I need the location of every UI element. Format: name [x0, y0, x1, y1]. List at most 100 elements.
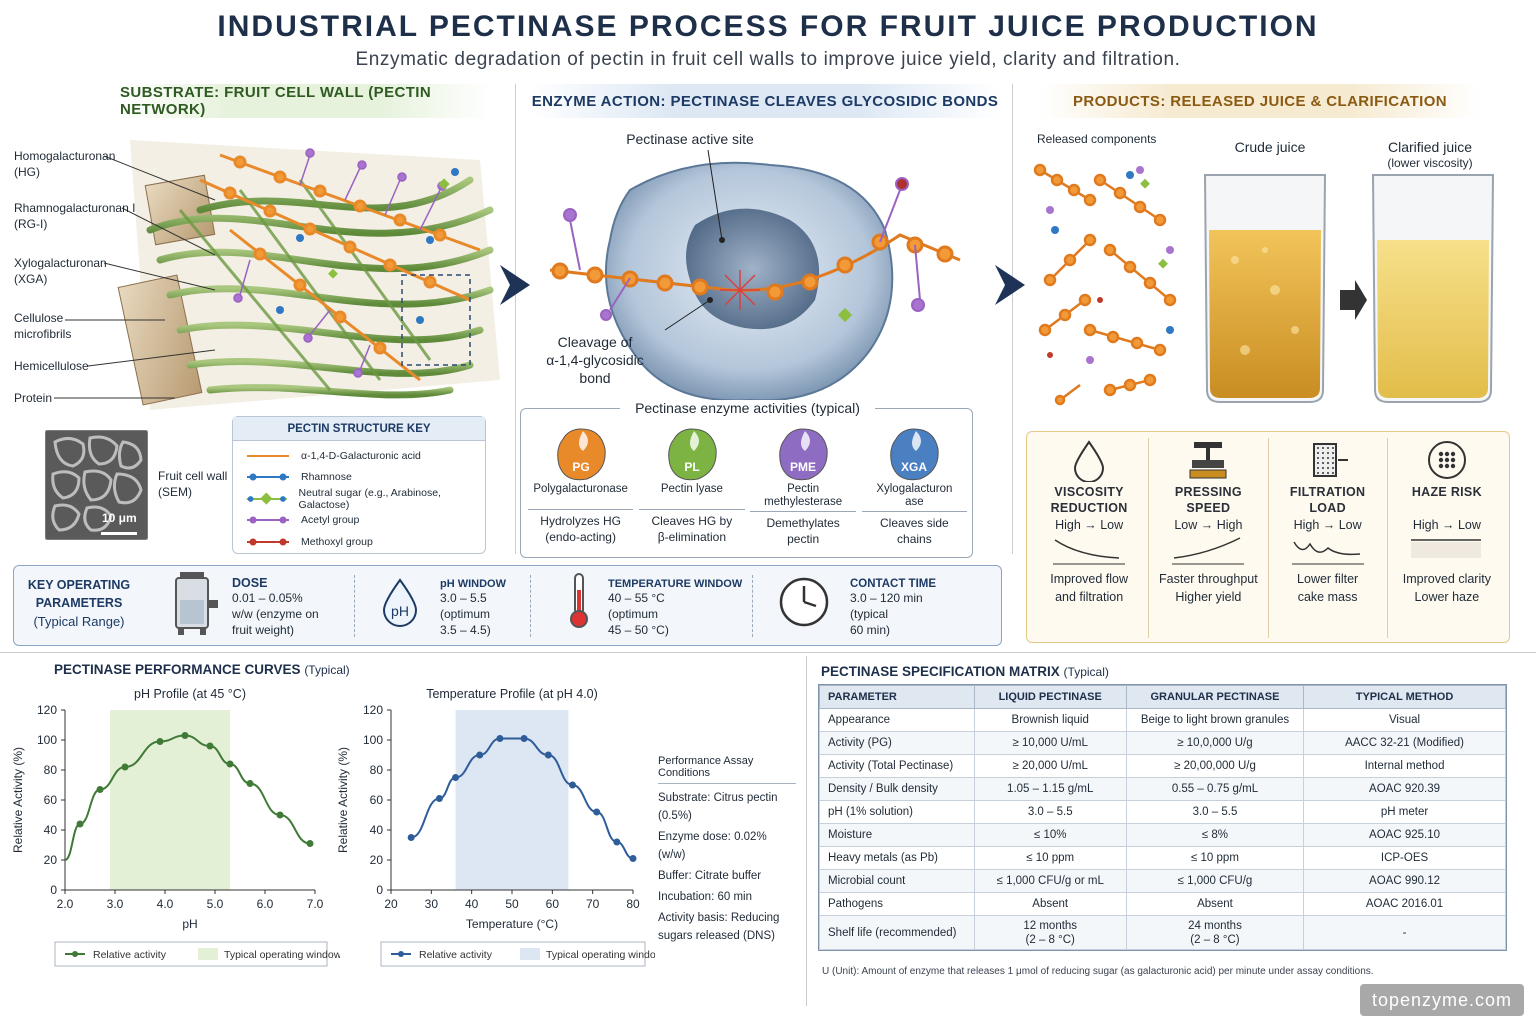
structure-key-label: Rhamnose	[301, 471, 352, 484]
spec-cell: ≤ 8%	[1125, 823, 1305, 847]
structure-key-label: Methoxyl group	[301, 535, 373, 548]
activities-title: Pectinase enzyme activities (typical)	[620, 400, 875, 416]
enzyme-blob-icon: PME	[779, 428, 828, 481]
data-point	[520, 735, 528, 742]
y-tick-label: 80	[370, 763, 384, 777]
x-tick-label: 40	[465, 897, 479, 911]
param-temp-value: 40 – 55 °C (optimum 45 – 50 °C)	[608, 591, 669, 637]
section-header-products: PRODUCTS: RELEASED JUICE & CLARIFICATION	[1040, 84, 1480, 118]
divider-right	[1012, 84, 1013, 554]
label-rhamnogalacturonan: Rhamnogalacturonan I (RG-I)	[14, 201, 136, 231]
assay-line: Substrate: Citrus pectin (0.5%)	[658, 792, 778, 822]
legend-label: Typical operating window	[546, 949, 655, 961]
param-divider-3	[752, 575, 753, 637]
benefit-trend: High → Low	[1055, 518, 1124, 532]
y-tick-label: 60	[44, 793, 58, 807]
assay-conditions: Performance Assay Conditions Substrate: …	[658, 755, 796, 948]
data-point	[246, 780, 254, 787]
enzyme-blob-icon: PL	[668, 428, 717, 481]
spec-row: Shelf life (recommended) 12 months (2 – 8…	[819, 915, 1506, 950]
x-tick-label: 2.0	[57, 897, 74, 911]
operating-title: KEY OPERATING PARAMETERS	[27, 578, 131, 610]
spec-cell: AOAC 2016.01	[1303, 892, 1506, 916]
legend-label: Relative activity	[93, 949, 167, 961]
x-axis-label: pH	[182, 917, 197, 931]
assay-line: Enzyme dose: 0.02% (w/w)	[658, 831, 767, 861]
x-tick-label: 50	[505, 897, 519, 911]
clarified-juice-beaker	[1371, 174, 1495, 403]
spec-cell: Visual	[1303, 708, 1506, 732]
spec-cell: ≥ 10,000 U/mL	[973, 731, 1127, 755]
spec-header-cell: TYPICAL METHOD	[1303, 685, 1506, 709]
spec-cell: Activity (Total Pectinase)	[819, 754, 975, 778]
data-point	[544, 751, 552, 759]
spec-cell: Internal method	[1303, 754, 1506, 778]
chart-title: Temperature Profile (at pH 4.0)	[426, 687, 598, 701]
operating-title-block: KEY OPERATING PARAMETERS (Typical Range)	[24, 576, 134, 629]
spec-cell: Heavy metals (as Pb)	[819, 846, 975, 870]
benefit-3: HAZE RISK High → Low Improved clarity Lowe…	[1388, 438, 1506, 638]
x-tick-label: 80	[626, 897, 640, 911]
spec-cell: -	[1303, 915, 1506, 950]
legend-label: Typical operating window	[224, 949, 340, 961]
structure-key-label: Neutral sugar (e.g., Arabinose, Galactos…	[298, 486, 441, 511]
trend-graph-icon	[1410, 539, 1481, 558]
assay-line: Incubation: 60 min	[658, 891, 752, 903]
data-point	[435, 795, 443, 802]
sem-scale-label: 10 μm	[102, 511, 137, 525]
spec-cell: 12 months (2 – 8 °C)	[973, 915, 1127, 950]
y-tick-label: 60	[370, 793, 384, 807]
activity-name: Pectin lyase	[639, 483, 745, 510]
spec-row: Moisture ≤ 10% ≤ 8% AOAC 925.10	[819, 823, 1506, 847]
x-tick-label: 4.0	[157, 897, 174, 911]
x-tick-label: 30	[425, 897, 439, 911]
key-swatch-icon	[247, 516, 289, 524]
spec-cell: Microbial count	[819, 869, 975, 893]
svg-text:PG: PG	[572, 460, 589, 474]
benefit-result: Improved clarity Lower haze	[1402, 572, 1491, 604]
enzyme-blob-icon: PG	[556, 428, 606, 481]
trend-graph-icon	[1291, 541, 1364, 565]
data-point	[181, 732, 189, 739]
y-tick-label: 80	[44, 763, 58, 777]
label-cellulose: Cellulose microfibrils	[14, 311, 72, 341]
trend-graph-icon	[1053, 539, 1126, 565]
structure-key-label: Acetyl group	[301, 514, 360, 527]
section-header-enzyme: ENZYME ACTION: PECTINASE CLEAVES GLYCOSI…	[530, 84, 1000, 118]
crude-juice-beaker	[1203, 174, 1327, 403]
x-tick-label: 3.0	[107, 897, 124, 911]
spec-row: Appearance Brownish liquid Beige to light …	[819, 708, 1506, 732]
benefit-result: Faster throughput Higher yield	[1159, 572, 1258, 604]
section-header-substrate: SUBSTRATE: FRUIT CELL WALL (PECTIN NETWO…	[120, 84, 490, 118]
structure-key-item: Neutral sugar (e.g., Arabinose, Galactos…	[243, 486, 485, 511]
operating-window	[110, 710, 230, 890]
x-axis-label: Temperature (°C)	[466, 917, 558, 931]
page-subtitle: Enzymatic degradation of pectin in fruit…	[355, 49, 1181, 70]
spec-cell: 3.0 – 5.5	[973, 800, 1127, 824]
data-point	[569, 781, 576, 789]
spec-cell: ≤ 10%	[973, 823, 1127, 847]
param-time: CONTACT TIME 3.0 – 120 min (typical 60 m…	[850, 578, 936, 638]
structure-key-title: PECTIN STRUCTURE KEY	[233, 417, 485, 441]
spec-cell: 3.0 – 5.5	[1125, 800, 1305, 824]
released-components-label: Released components	[1037, 132, 1157, 146]
activity-item-pl: PL Pectin lyase Cleaves HG by β-eliminatio…	[636, 425, 747, 555]
arrow-right-2-icon	[995, 265, 1025, 305]
activity-description: Cleaves HG by β-elimination	[651, 514, 733, 544]
spec-cell: ≥ 20,00,000 U/g	[1125, 754, 1305, 778]
spec-cell: Brownish liquid	[973, 708, 1127, 732]
benefit-result: Lower filter cake mass	[1297, 572, 1359, 604]
spec-row: pH (1% solution) 3.0 – 5.5 3.0 – 5.5 pH met…	[819, 800, 1506, 824]
legend-marker	[72, 951, 78, 957]
spec-cell: AACC 32-21 (Modified)	[1303, 731, 1506, 755]
spec-cell: Pathogens	[819, 892, 975, 916]
y-axis-label: Relative Activity (%)	[11, 747, 25, 853]
chart-title: pH Profile (at 45 °C)	[134, 687, 246, 701]
structure-key-item: α-1,4-D-Galacturonic acid	[243, 445, 485, 467]
spec-row: Microbial count ≤ 1,000 CFU/g or mL ≤ 1,00…	[819, 869, 1506, 893]
spec-row: Density / Bulk density 1.05 – 1.15 g/mL 0.…	[819, 777, 1506, 801]
clock-icon	[779, 577, 829, 627]
label-hemicellulose: Hemicellulose	[14, 359, 89, 373]
spec-cell: Beige to light brown granules	[1125, 708, 1305, 732]
y-tick-label: 40	[370, 823, 384, 837]
